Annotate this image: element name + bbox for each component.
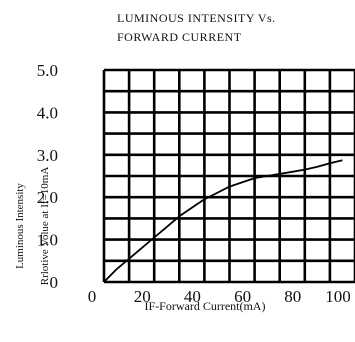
x-tick-label: 100 (325, 287, 351, 306)
x-tick-label: 40 (184, 287, 201, 306)
series-line (103, 159, 343, 283)
x-tick-label: 80 (284, 287, 301, 306)
x-axis-label: IF-Forward Current(mA) (145, 299, 266, 313)
y-tick-label: 1.0 (37, 231, 58, 250)
series-layer (103, 159, 343, 283)
x-tick-label: 0 (88, 287, 97, 306)
grid (102, 68, 355, 284)
x-tick-label: 60 (234, 287, 251, 306)
y-tick-label: 5.0 (37, 61, 58, 80)
y-tick-label: 3.0 (37, 146, 58, 165)
chart-title-line-2: FORWARD CURRENT (117, 30, 242, 44)
y-axis-label: Luminous Intensity Rrlotive Volue at If=… (14, 167, 51, 286)
chart-title-line-1: LUMINOUS INTENSITY Vs. (117, 11, 276, 25)
y-axis-label-line-1: Luminous Intensity (14, 183, 26, 269)
y-tick-label: 2.0 (37, 188, 58, 207)
y-tick-label: 4.0 (37, 103, 58, 122)
y-axis-label-line-2: Rrlotive Volue at If=10mA (39, 167, 51, 286)
tick-labels: 0 1.0 2.0 3.0 4.0 5.0 0 20 40 60 80 100 (37, 61, 351, 306)
y-tick-label: 0 (50, 273, 59, 292)
x-tick-label: 20 (134, 287, 151, 306)
